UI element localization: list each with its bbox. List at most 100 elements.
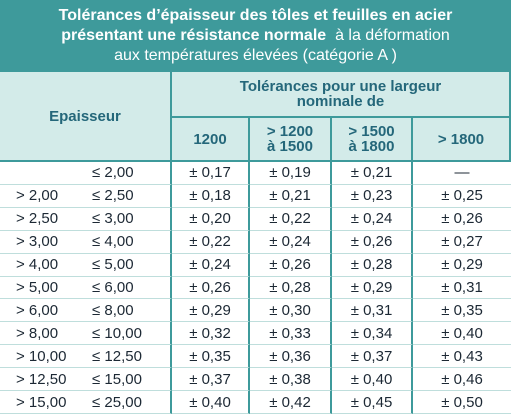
thickness-to: ≤ 2,00	[92, 164, 134, 182]
tolerance-value: ± 0,33	[269, 324, 311, 342]
thickness-from: > 4,00	[16, 256, 59, 274]
tolerance-value: ± 0,26	[350, 233, 393, 251]
thickness-to: ≤ 3,00	[92, 210, 134, 228]
tolerance-value: ± 0,24	[189, 256, 231, 274]
tolerance-cell: ± 0,27	[413, 231, 511, 254]
thickness-cell: > 10,00 ≤ 12,50	[0, 345, 172, 369]
tolerance-cell: ± 0,40	[172, 391, 250, 414]
header-text: Epaisseur	[49, 107, 121, 125]
tolerance-value: ± 0,22	[189, 233, 231, 251]
thickness-cell: > 8,00 ≤ 10,00	[0, 322, 172, 346]
tolerance-cell: ± 0,34	[332, 322, 413, 346]
thickness-to: ≤ 25,00	[92, 393, 142, 411]
tolerance-value: ± 0,46	[441, 370, 483, 388]
thickness-to: ≤ 2,50	[92, 187, 134, 205]
tolerance-cell: ± 0,22	[250, 207, 332, 231]
tolerance-cell: ± 0,50	[413, 391, 511, 414]
column-header: > 1500 à 1800	[332, 118, 413, 162]
tolerance-value: ± 0,26	[269, 256, 311, 274]
thickness-to: ≤ 6,00	[92, 278, 134, 296]
tolerance-cell: ± 0,26	[332, 230, 413, 254]
tolerance-value: ± 0,30	[269, 301, 311, 319]
column-header-line: à 1800	[348, 138, 395, 155]
thickness-cell: > 15,00 ≤ 25,00	[0, 391, 172, 414]
thickness-to: ≤ 4,00	[92, 233, 134, 251]
title-text: aux températures élevées (catégorie A )	[114, 47, 397, 64]
title-text: présentant une résistance normale	[61, 27, 327, 44]
tolerance-cell: ± 0,26	[172, 276, 250, 300]
column-header-line: à 1500	[267, 138, 313, 155]
thickness-cell: > 3,00 ≤ 4,00	[0, 230, 172, 254]
thickness-from: > 6,00	[16, 301, 59, 319]
thickness-cell: ≤ 2,00	[0, 162, 172, 185]
thickness-to: ≤ 8,00	[92, 301, 134, 319]
thickness-from: > 2,50	[16, 210, 59, 228]
tolerance-value: ± 0,18	[189, 187, 231, 205]
thickness-from: > 3,00	[16, 233, 59, 251]
tolerance-cell: ± 0,17	[172, 162, 250, 185]
column-header-line: > 1200	[266, 123, 314, 140]
tolerance-cell: ± 0,29	[332, 276, 413, 300]
title-text: à la déformation	[326, 27, 450, 44]
tolerance-value: ± 0,17	[189, 164, 231, 182]
tolerance-cell: ± 0,23	[332, 184, 413, 208]
thickness-cell: > 2,50 ≤ 3,00	[0, 207, 172, 231]
tolerance-value: ± 0,26	[441, 210, 483, 228]
thickness-to: ≤ 10,00	[92, 324, 142, 342]
tolerance-cell: ± 0,18	[172, 184, 250, 208]
tolerance-cell: ± 0,45	[332, 391, 413, 414]
tolerance-cell: ± 0,43	[413, 345, 511, 369]
tolerance-cell: ± 0,25	[413, 185, 511, 208]
tolerance-cell: ± 0,40	[332, 368, 413, 392]
tolerance-cell: ± 0,19	[250, 162, 332, 185]
tolerance-value: ± 0,35	[189, 347, 231, 365]
column-header-line: > 1500	[348, 123, 395, 140]
tolerance-cell: ± 0,46	[413, 368, 511, 392]
thickness-cell: > 6,00 ≤ 8,00	[0, 299, 172, 323]
tolerance-cell: ± 0,21	[250, 184, 332, 208]
tolerance-cell: ± 0,33	[250, 322, 332, 346]
title-banner: Tolérances d’épaisseur des tôles et feui…	[0, 0, 511, 72]
thickness-from: > 8,00	[16, 324, 59, 342]
thickness-cell: > 12,50 ≤ 15,00	[0, 368, 172, 392]
tolerance-value: ± 0,40	[350, 370, 393, 388]
tolerance-cell: ± 0,30	[250, 299, 332, 323]
thickness-from: > 10,00	[16, 347, 67, 365]
tolerance-cell: —	[413, 162, 511, 185]
tolerance-cell: ± 0,28	[250, 276, 332, 300]
thickness-from: > 15,00	[16, 393, 67, 411]
tolerance-cell: ± 0,28	[332, 253, 413, 277]
tolerance-cell: ± 0,24	[250, 230, 332, 254]
tolerance-cell: ± 0,38	[250, 368, 332, 392]
column-header-line: > 1800	[437, 130, 485, 148]
header-text: Tolérances pour une largeur nominale de	[239, 78, 442, 110]
tolerance-value: ± 0,42	[269, 393, 311, 411]
tolerance-cell: ± 0,31	[332, 299, 413, 323]
thickness-header: Epaisseur	[0, 72, 172, 162]
tolerance-cell: ± 0,35	[172, 345, 250, 369]
tolerance-cell: ± 0,37	[172, 368, 250, 392]
tolerance-value: ± 0,28	[350, 256, 393, 274]
tolerance-cell: ± 0,24	[332, 207, 413, 231]
thickness-from: > 5,00	[16, 278, 59, 296]
tolerance-value: ± 0,24	[350, 210, 393, 228]
tolerance-value: ± 0,26	[189, 278, 231, 296]
tolerance-value: ± 0,43	[441, 347, 483, 365]
width-header: Tolérances pour une largeur nominale de	[172, 72, 511, 118]
tolerance-value: ± 0,40	[189, 393, 231, 411]
thickness-cell: > 2,00 ≤ 2,50	[0, 184, 172, 208]
tolerance-value: ± 0,34	[350, 324, 393, 342]
tolerance-value: ± 0,37	[350, 347, 393, 365]
tolerance-value: ± 0,31	[350, 301, 393, 319]
tolerance-cell: ± 0,29	[413, 254, 511, 277]
title-line: Tolérances d’épaisseur des tôles et feui…	[59, 6, 453, 26]
tolerance-value: ± 0,25	[441, 187, 483, 205]
tolerance-value: ± 0,22	[269, 210, 311, 228]
title-text: Tolérances d’épaisseur des tôles et feui…	[58, 7, 453, 24]
tolerance-value: ± 0,29	[350, 278, 393, 296]
thickness-to: ≤ 5,00	[92, 256, 134, 274]
tolerance-value: ± 0,50	[441, 393, 483, 411]
tolerance-cell: ± 0,29	[172, 299, 250, 323]
tolerance-value: ± 0,23	[350, 187, 393, 205]
